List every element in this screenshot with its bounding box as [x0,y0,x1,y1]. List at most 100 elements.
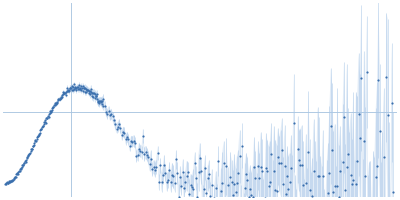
Point [24,157,30,160]
Point [34,134,41,137]
Point [78,88,85,92]
Point [128,140,134,143]
Point [300,184,306,187]
Point [243,172,249,175]
Point [76,87,83,90]
Point [24,155,31,158]
Point [70,89,76,92]
Point [85,91,92,94]
Point [259,169,265,173]
Point [204,177,211,180]
Point [45,115,51,118]
Point [280,183,286,186]
Point [235,172,242,175]
Point [98,102,105,105]
Point [12,175,18,178]
Point [52,102,58,105]
Point [201,188,207,191]
Point [27,151,33,154]
Point [90,92,97,95]
Point [129,140,136,143]
Point [380,155,387,158]
Point [30,145,36,148]
Point [195,171,202,174]
Point [24,155,30,158]
Point [64,90,70,93]
Point [23,159,29,162]
Point [6,180,12,183]
Point [357,136,363,139]
Point [283,192,289,195]
Point [44,116,51,119]
Point [117,126,124,130]
Point [297,164,304,167]
Point [81,87,87,90]
Point [16,170,23,173]
Point [121,131,128,134]
Point [262,196,268,200]
Point [60,93,66,96]
Point [177,176,183,179]
Point [70,85,76,89]
Point [236,155,243,158]
Point [375,78,382,82]
Point [28,147,34,151]
Point [197,157,203,160]
Point [3,182,10,185]
Point [275,155,281,158]
Point [37,129,44,132]
Point [33,138,40,141]
Point [173,158,179,161]
Point [203,191,210,194]
Point [198,169,204,173]
Point [43,117,50,120]
Point [341,116,347,119]
Point [14,173,20,176]
Point [37,132,43,135]
Point [211,197,218,200]
Point [191,162,198,165]
Point [66,88,72,92]
Point [17,168,23,171]
Point [64,86,70,89]
Point [39,125,45,128]
Point [25,154,32,157]
Point [165,178,171,182]
Point [277,162,284,165]
Point [15,171,22,174]
Point [60,90,66,93]
Point [220,161,227,164]
Point [46,111,53,115]
Point [49,106,56,109]
Point [145,156,152,159]
Point [320,175,326,178]
Point [33,139,39,142]
Point [247,188,253,191]
Point [208,183,215,186]
Point [164,180,170,184]
Point [302,181,309,184]
Point [87,92,93,95]
Point [30,144,36,147]
Point [342,188,348,192]
Point [72,86,78,89]
Point [43,121,49,124]
Point [42,118,48,121]
Point [14,172,20,175]
Point [99,99,106,102]
Point [5,181,11,185]
Point [153,165,160,169]
Point [66,90,72,93]
Point [194,195,200,198]
Point [28,147,35,150]
Point [50,106,56,109]
Point [76,87,82,91]
Point [111,118,117,122]
Point [41,120,47,124]
Point [56,97,63,100]
Point [56,97,62,101]
Point [374,165,380,168]
Point [326,171,333,174]
Point [68,88,75,91]
Point [185,171,191,174]
